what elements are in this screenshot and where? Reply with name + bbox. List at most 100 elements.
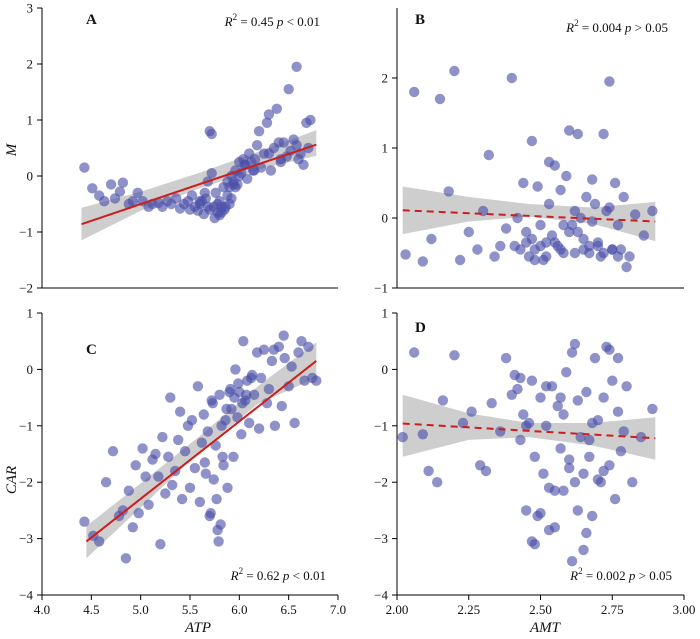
data-point xyxy=(127,522,138,533)
data-point xyxy=(584,240,595,252)
data-point xyxy=(258,344,270,355)
regression-line xyxy=(402,422,656,440)
data-point xyxy=(222,190,233,201)
data-point xyxy=(612,251,624,262)
y-tick-label: 3 xyxy=(27,1,34,16)
data-point xyxy=(578,233,589,245)
data-point xyxy=(213,536,224,547)
data-point xyxy=(261,117,273,128)
x-tick-label: 5.5 xyxy=(182,602,198,617)
data-point xyxy=(222,482,233,493)
regression-line xyxy=(81,143,317,226)
data-point xyxy=(572,226,583,238)
data-point xyxy=(483,149,494,161)
data-point xyxy=(210,187,221,198)
y-tick-label: −4 xyxy=(374,588,388,603)
data-point xyxy=(615,446,627,457)
data-point xyxy=(279,352,290,364)
data-point xyxy=(247,369,258,381)
data-point xyxy=(251,140,263,151)
data-point xyxy=(512,383,523,395)
data-point xyxy=(541,251,552,262)
data-point xyxy=(589,198,601,210)
data-point xyxy=(202,426,213,437)
data-point xyxy=(618,191,629,203)
data-point xyxy=(167,479,178,491)
data-point xyxy=(79,162,90,173)
data-point xyxy=(286,361,297,372)
data-point xyxy=(618,426,629,437)
data-point xyxy=(564,462,575,474)
data-point xyxy=(500,223,512,234)
y-tick-label: −1 xyxy=(374,281,388,296)
data-point xyxy=(289,417,300,429)
data-point xyxy=(515,434,526,446)
data-point xyxy=(569,338,581,350)
y-tick-label: 0 xyxy=(27,169,34,184)
y-tick-label: −2 xyxy=(19,281,33,296)
data-point xyxy=(592,240,604,252)
data-point xyxy=(543,524,555,536)
x-tick-label: 2.75 xyxy=(601,602,624,617)
data-point xyxy=(555,244,566,255)
data-point xyxy=(443,186,454,197)
data-point xyxy=(160,488,171,499)
data-point xyxy=(244,417,255,429)
data-point xyxy=(592,474,604,485)
data-point xyxy=(432,477,443,488)
data-point xyxy=(561,367,572,378)
data-point xyxy=(117,505,129,516)
y-tick-label: 1 xyxy=(382,141,389,156)
data-point xyxy=(278,330,289,341)
panel-c-label: C xyxy=(86,342,97,358)
data-point xyxy=(535,392,546,403)
data-point xyxy=(526,135,538,147)
data-point xyxy=(248,165,260,176)
data-point xyxy=(457,417,469,429)
data-point xyxy=(179,446,191,457)
data-point xyxy=(584,434,595,446)
data-point xyxy=(206,168,217,179)
data-point xyxy=(638,230,649,241)
y-tick-label: −1 xyxy=(19,225,33,240)
data-point xyxy=(143,499,154,510)
data-point xyxy=(171,193,182,204)
data-point xyxy=(558,485,569,496)
data-point xyxy=(581,527,592,539)
data-point xyxy=(221,403,232,415)
data-point xyxy=(249,154,261,165)
data-point xyxy=(207,398,218,409)
data-point xyxy=(518,409,529,420)
data-point xyxy=(242,173,253,184)
data-point xyxy=(120,553,132,564)
data-point xyxy=(155,539,166,550)
data-point xyxy=(397,431,408,443)
data-point xyxy=(157,431,168,443)
data-point xyxy=(572,395,583,406)
data-point xyxy=(225,383,236,395)
data-point xyxy=(174,406,186,417)
panel-c-stat: R2 = 0.62 p < 0.01 xyxy=(230,566,326,583)
data-point xyxy=(153,471,164,482)
data-point xyxy=(218,460,229,471)
x-tick-label: 5.0 xyxy=(133,602,149,617)
confidence-band xyxy=(402,186,656,242)
data-point xyxy=(276,400,287,412)
data-point xyxy=(566,556,578,567)
data-point xyxy=(291,61,302,72)
data-point xyxy=(587,174,598,185)
data-point xyxy=(569,477,581,488)
data-point xyxy=(114,186,126,197)
data-point xyxy=(199,187,210,198)
data-point xyxy=(518,177,529,189)
data-point xyxy=(163,451,174,462)
data-point xyxy=(265,165,277,176)
data-point xyxy=(572,505,583,516)
y-axis-label-m: M xyxy=(4,142,20,157)
data-point xyxy=(506,72,517,84)
panel-d: 1 0 −1 −2 −3 −42.00 2.25 2.50 2.75 3.00 D R2 = 0.… xyxy=(374,306,695,618)
data-point xyxy=(263,148,275,159)
y-tick-label: −2 xyxy=(19,475,33,490)
data-point xyxy=(541,381,552,392)
data-point xyxy=(100,477,112,488)
